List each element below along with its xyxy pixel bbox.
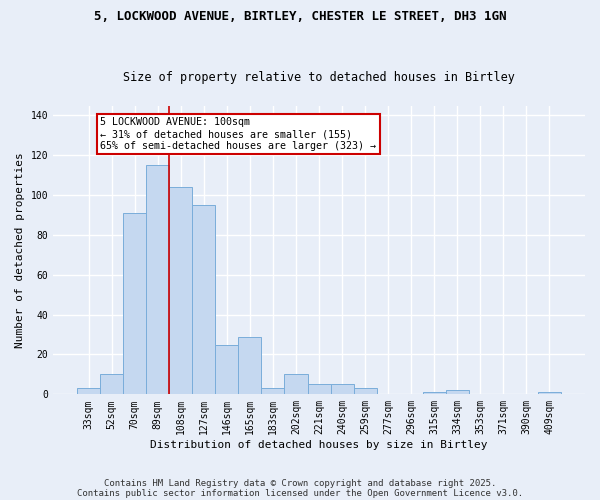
Bar <box>284 374 308 394</box>
Text: 5, LOCKWOOD AVENUE, BIRTLEY, CHESTER LE STREET, DH3 1GN: 5, LOCKWOOD AVENUE, BIRTLEY, CHESTER LE … <box>94 10 506 23</box>
Bar <box>77 388 100 394</box>
Bar <box>308 384 331 394</box>
Bar <box>123 213 146 394</box>
Bar <box>215 344 238 395</box>
Y-axis label: Number of detached properties: Number of detached properties <box>15 152 25 348</box>
Text: Contains HM Land Registry data © Crown copyright and database right 2025.: Contains HM Land Registry data © Crown c… <box>104 478 496 488</box>
Title: Size of property relative to detached houses in Birtley: Size of property relative to detached ho… <box>123 70 515 84</box>
Bar <box>146 166 169 394</box>
Bar <box>446 390 469 394</box>
Bar <box>169 187 193 394</box>
Bar <box>193 205 215 394</box>
Bar <box>422 392 446 394</box>
Bar <box>538 392 561 394</box>
Text: Contains public sector information licensed under the Open Government Licence v3: Contains public sector information licen… <box>77 488 523 498</box>
Bar <box>238 336 262 394</box>
X-axis label: Distribution of detached houses by size in Birtley: Distribution of detached houses by size … <box>150 440 488 450</box>
Bar <box>331 384 353 394</box>
Bar <box>262 388 284 394</box>
Text: 5 LOCKWOOD AVENUE: 100sqm
← 31% of detached houses are smaller (155)
65% of semi: 5 LOCKWOOD AVENUE: 100sqm ← 31% of detac… <box>100 118 376 150</box>
Bar <box>353 388 377 394</box>
Bar <box>100 374 123 394</box>
